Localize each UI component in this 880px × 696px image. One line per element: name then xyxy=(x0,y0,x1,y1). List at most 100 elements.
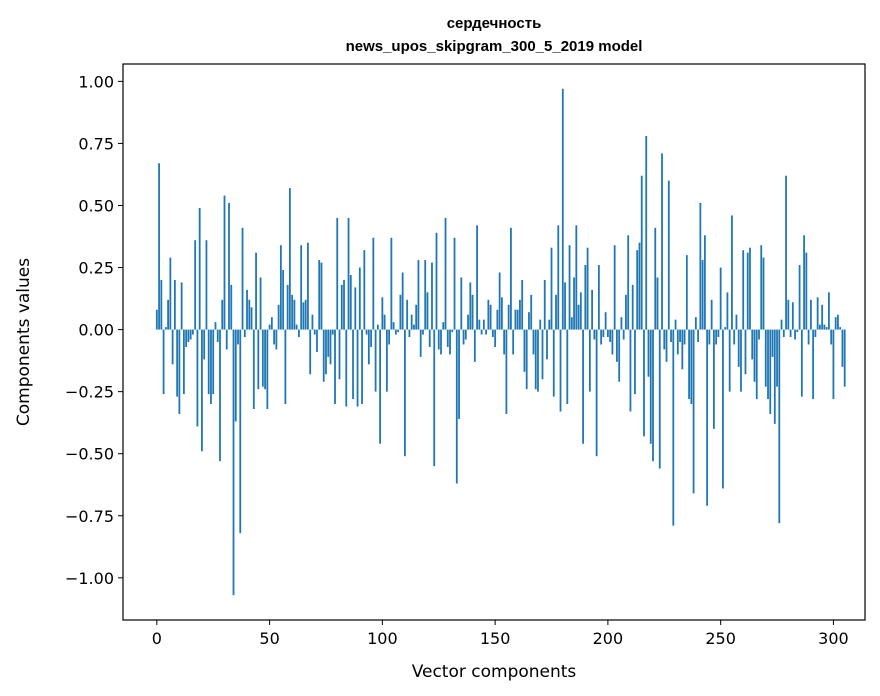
bar xyxy=(361,329,363,405)
bar xyxy=(367,329,370,365)
bar xyxy=(322,329,325,382)
bar xyxy=(304,299,307,330)
x-tick-label: 300 xyxy=(818,629,849,648)
bar xyxy=(205,240,208,330)
bar xyxy=(424,260,427,330)
bar xyxy=(778,329,781,524)
bar xyxy=(654,227,657,330)
bar xyxy=(221,299,224,330)
bar xyxy=(196,329,199,427)
bar xyxy=(663,329,666,350)
x-tick-label: 50 xyxy=(259,629,279,648)
bar xyxy=(255,252,257,330)
bar xyxy=(309,329,312,375)
bar xyxy=(821,304,824,330)
bar xyxy=(210,329,212,405)
bar xyxy=(237,329,239,345)
bar xyxy=(618,329,621,382)
bar xyxy=(717,329,720,338)
bar xyxy=(431,262,433,330)
bar xyxy=(787,299,790,330)
bar xyxy=(584,265,587,330)
bar xyxy=(417,260,420,330)
bar xyxy=(185,329,188,347)
bar xyxy=(435,232,438,330)
bar xyxy=(494,329,497,347)
x-tick-label: 200 xyxy=(593,629,624,648)
bar xyxy=(270,317,273,330)
bar xyxy=(248,299,251,330)
bar xyxy=(169,257,172,330)
bar xyxy=(480,329,483,335)
bar xyxy=(316,329,318,352)
bar xyxy=(327,329,330,357)
bar xyxy=(697,329,699,342)
bar xyxy=(591,289,593,330)
bar xyxy=(437,329,440,350)
bar xyxy=(566,329,569,405)
bar xyxy=(800,329,803,397)
bar xyxy=(588,329,591,392)
bar xyxy=(349,274,352,330)
bar xyxy=(735,314,738,330)
x-tick-label: 100 xyxy=(367,629,398,648)
bar xyxy=(467,314,469,330)
bar xyxy=(692,329,695,494)
bar xyxy=(284,329,287,405)
bar xyxy=(830,329,833,345)
bar xyxy=(336,217,339,330)
bar xyxy=(647,329,650,377)
bar xyxy=(760,245,763,330)
bar xyxy=(219,329,221,462)
bar xyxy=(489,304,492,330)
bar xyxy=(658,329,661,469)
bar xyxy=(232,329,235,596)
bar xyxy=(340,284,343,330)
bar xyxy=(404,329,406,457)
bar xyxy=(388,329,391,345)
bar xyxy=(701,260,704,330)
bar xyxy=(192,329,194,335)
bar xyxy=(498,272,501,330)
bar xyxy=(230,284,233,330)
bar xyxy=(428,329,431,347)
bar xyxy=(744,329,747,375)
bars-group xyxy=(155,88,846,596)
bar xyxy=(816,297,819,330)
bar xyxy=(203,329,206,360)
bar xyxy=(791,302,794,330)
bar xyxy=(464,329,467,340)
bar xyxy=(656,277,659,330)
bar xyxy=(667,180,670,330)
bar xyxy=(519,299,521,330)
bar xyxy=(487,299,490,330)
bar xyxy=(419,329,422,357)
bar xyxy=(557,225,560,330)
bar xyxy=(440,329,442,355)
bar xyxy=(613,245,616,330)
bar xyxy=(180,282,183,330)
bar xyxy=(234,329,237,422)
bar xyxy=(762,257,765,330)
bar xyxy=(782,329,785,338)
bar xyxy=(390,237,393,330)
bar xyxy=(609,329,612,342)
bar xyxy=(805,252,808,330)
bar xyxy=(728,329,731,392)
bar xyxy=(528,312,530,330)
bar xyxy=(679,329,681,342)
bar xyxy=(832,329,835,400)
bar xyxy=(552,329,555,397)
bar xyxy=(471,294,474,330)
bar xyxy=(293,299,296,330)
bar xyxy=(491,329,494,338)
bar xyxy=(559,329,562,412)
bar xyxy=(532,329,535,355)
bar xyxy=(173,279,176,330)
bar xyxy=(379,329,381,444)
bar xyxy=(178,329,181,414)
bar xyxy=(814,329,817,338)
bar xyxy=(837,314,839,330)
bar xyxy=(828,292,830,330)
bar xyxy=(446,329,449,347)
